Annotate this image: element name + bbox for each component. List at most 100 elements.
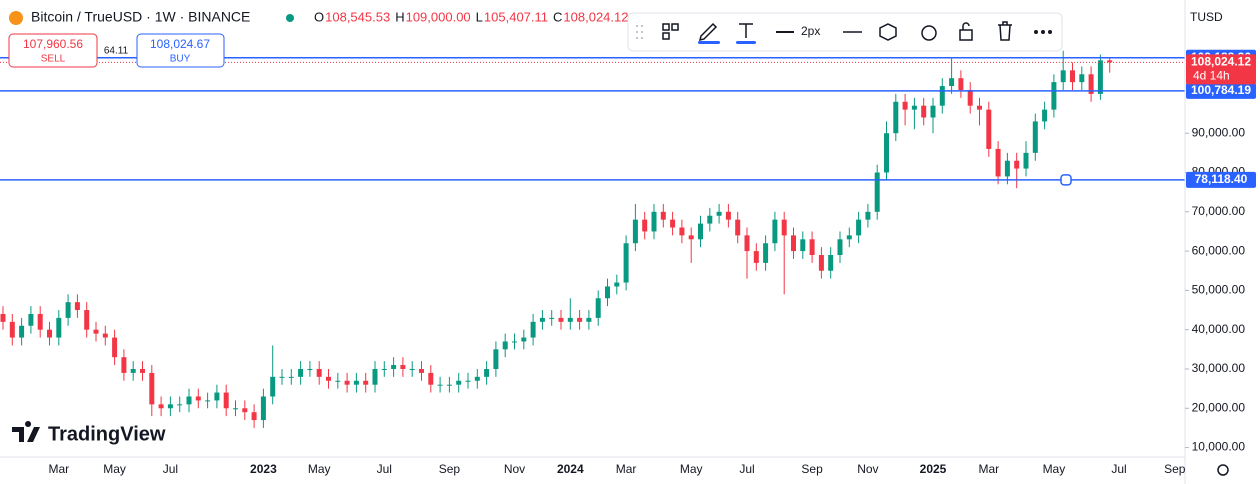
lock-icon[interactable]: [959, 29, 973, 41]
candle-body: [1042, 109, 1048, 122]
candle-body: [679, 227, 685, 236]
y-tick-label: 60,000.00: [1192, 243, 1246, 257]
candle-body: [828, 255, 834, 271]
candle-body: [688, 235, 694, 240]
candle-body: [1088, 74, 1094, 94]
candle-body: [372, 368, 378, 385]
price-badge: [1186, 82, 1256, 99]
price-badge-label: 78,118.40: [1195, 172, 1248, 186]
candle-body: [781, 219, 787, 236]
pen-icon[interactable]: [698, 22, 718, 42]
candle-body: [521, 337, 527, 342]
candle-body: [577, 317, 583, 322]
line-handle: [1060, 174, 1072, 186]
candle-body: [642, 219, 648, 232]
settings-icon[interactable]: [1217, 464, 1229, 476]
template-icon[interactable]: [662, 23, 670, 31]
candle-body: [837, 239, 843, 256]
candle-body: [223, 392, 229, 409]
candle-body: [112, 337, 118, 358]
ohlc-value: 109,000.00: [406, 9, 471, 24]
x-tick-label: Sep: [801, 462, 823, 476]
currency-label: TUSD: [1190, 10, 1223, 24]
candle-body: [846, 235, 852, 240]
buy-button[interactable]: [136, 33, 225, 68]
text-color: [736, 41, 756, 44]
candle-body: [1097, 60, 1103, 94]
candle-body: [958, 78, 964, 90]
sell-button[interactable]: [8, 33, 98, 68]
candle-body: [567, 317, 573, 322]
candle-body: [353, 380, 359, 385]
candle-body: [446, 384, 452, 386]
text-icon[interactable]: [739, 23, 753, 38]
candle-body: [167, 404, 173, 409]
candle-body: [865, 211, 871, 220]
candle-body: [326, 376, 331, 381]
candle-body: [102, 333, 108, 338]
candle-body: [763, 243, 769, 263]
candle-body: [809, 239, 815, 256]
candle-body: [260, 396, 266, 421]
brand-logo: [12, 421, 40, 442]
template-icon-part: [662, 32, 670, 40]
candle-body: [251, 412, 257, 421]
candle-body: [409, 368, 415, 370]
x-tick-label: 2025: [920, 462, 947, 476]
candle-body: [419, 368, 424, 373]
candle-body: [0, 313, 6, 322]
candle-body: [595, 298, 601, 318]
candle-body: [84, 310, 90, 330]
candle-body: [177, 404, 183, 406]
candle-body: [530, 321, 536, 338]
candle-body: [549, 317, 555, 319]
settings-hex-icon[interactable]: [879, 23, 897, 41]
candle-body: [74, 302, 80, 311]
candle-body: [1060, 70, 1066, 83]
candle-body: [772, 219, 778, 244]
candle-body: [512, 341, 517, 343]
ohlc-key: C: [553, 9, 562, 24]
alert-icon[interactable]: [921, 25, 937, 41]
ohlc-key: O: [314, 9, 324, 24]
x-tick-label: Nov: [857, 462, 878, 476]
candle-body: [130, 368, 136, 373]
candle-body: [344, 380, 350, 385]
y-tick-label: 10,000.00: [1192, 440, 1246, 454]
candle-body: [558, 317, 564, 322]
x-tick-label: May: [1043, 462, 1066, 476]
candle-body: [47, 329, 52, 338]
price-badge: [1186, 171, 1256, 188]
candle-body: [56, 317, 62, 338]
candle-body: [465, 380, 471, 382]
x-tick-label: Mar: [978, 462, 999, 476]
candle-body: [623, 243, 629, 283]
y-tick-label: 20,000.00: [1192, 400, 1246, 414]
delete-icon[interactable]: [998, 21, 1012, 41]
price-badge-label: 100,784.19: [1191, 83, 1251, 97]
candle-body: [242, 408, 248, 413]
x-tick-label: 2024: [557, 462, 584, 476]
candle-body: [902, 101, 908, 110]
candle-body: [930, 105, 936, 118]
candle-body: [735, 219, 741, 236]
plot: [0, 50, 1185, 428]
coin-icon: [9, 11, 23, 25]
sell-price: 107,960.56: [23, 37, 83, 51]
candle-body: [856, 219, 862, 236]
candle-body: [158, 404, 164, 409]
candle-body: [381, 368, 387, 370]
market-status: [286, 14, 294, 22]
more-icon[interactable]: [1034, 30, 1052, 34]
candle-body: [437, 384, 443, 386]
spread: 64.11: [104, 46, 129, 57]
candle-body: [214, 392, 220, 401]
candle-body: [725, 211, 731, 220]
ohlc-header: O 108,545.53 H 109,000.00 L 105,407.11 C 108,02…: [314, 9, 628, 24]
candle-body: [363, 380, 369, 385]
candle-body: [19, 325, 25, 338]
candle-body: [428, 372, 434, 385]
candle-body: [270, 376, 276, 397]
candle-body: [474, 376, 480, 381]
y-tick-label: 50,000.00: [1192, 283, 1246, 297]
